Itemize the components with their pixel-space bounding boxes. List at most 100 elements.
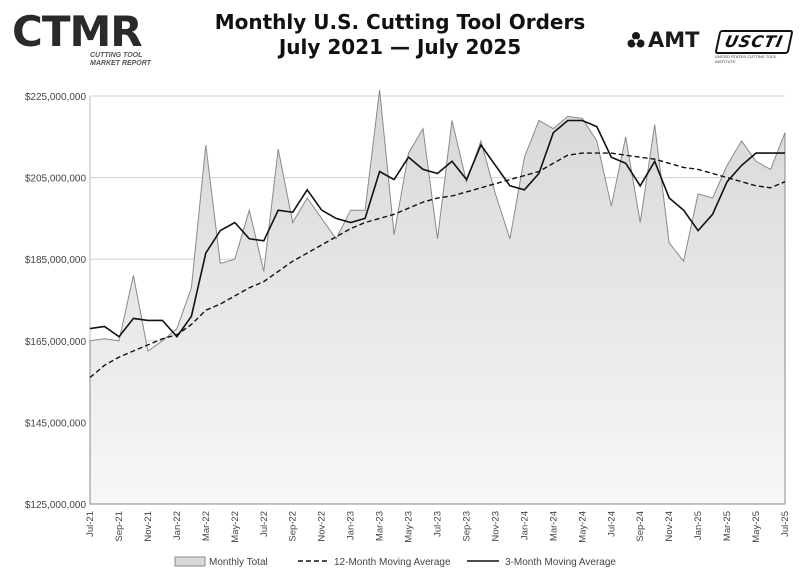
data-point-series-1 [263, 280, 265, 282]
data-point-series-1 [422, 201, 424, 203]
x-tick-label: Mar-25 [722, 511, 733, 541]
data-point-series-2 [654, 160, 656, 162]
data-point-series-0 [321, 217, 323, 219]
ctmr-logo: CTMR CUTTING TOOL MARKET REPORT [12, 7, 162, 76]
series-area-monthly-total [89, 89, 786, 505]
x-tick-label: Mar-22 [201, 511, 212, 541]
x-tick-label: Nov-23 [490, 511, 501, 542]
data-point-series-2 [321, 209, 323, 211]
data-point-series-1 [321, 244, 323, 246]
x-tick-label: Nov-24 [664, 511, 675, 542]
data-point-series-1 [190, 323, 192, 325]
data-point-series-2 [132, 317, 134, 319]
data-point-series-2 [364, 217, 366, 219]
data-point-series-0 [147, 350, 149, 352]
data-point-series-1 [697, 168, 699, 170]
legend-swatch-monthly-total [174, 556, 206, 567]
data-point-series-1 [523, 174, 525, 176]
data-point-series-2 [234, 221, 236, 223]
data-point-series-2 [407, 156, 409, 158]
x-tick-label: Jul-22 [259, 511, 270, 537]
data-point-series-0 [740, 140, 742, 142]
data-point-series-0 [465, 181, 467, 183]
x-tick-label: May-24 [577, 511, 588, 543]
data-point-series-1 [378, 217, 380, 219]
data-point-series-1 [335, 236, 337, 238]
data-point-series-2 [118, 336, 120, 338]
data-point-series-2 [465, 178, 467, 180]
data-point-series-2 [755, 152, 757, 154]
legend-label-3-month-moving-average: 3-Month Moving Average [505, 557, 616, 568]
data-point-series-0 [234, 258, 236, 260]
amt-uscti-logos: AMT USCTI UNITED STATES CUTTING TOOL INS… [627, 28, 794, 64]
data-point-series-0 [349, 209, 351, 211]
data-point-series-0 [639, 221, 641, 223]
data-point-series-0 [538, 119, 540, 121]
data-point-series-1 [393, 213, 395, 215]
data-point-series-2 [784, 152, 786, 154]
data-point-series-0 [306, 197, 308, 199]
data-point-series-2 [509, 185, 511, 187]
amt-logo: AMT [627, 28, 699, 52]
data-point-series-0 [509, 238, 511, 240]
ctmr-logo-text: CTMR [12, 7, 143, 56]
data-point-series-1 [784, 181, 786, 183]
data-point-series-2 [494, 164, 496, 166]
data-point-series-0 [755, 160, 757, 162]
data-point-series-2 [292, 211, 294, 213]
data-point-series-2 [277, 209, 279, 211]
data-point-series-0 [682, 260, 684, 262]
data-point-series-2 [103, 325, 105, 327]
x-tick-label: Jan-24 [519, 511, 530, 540]
data-point-series-1 [436, 197, 438, 199]
x-tick-label: Nov-22 [317, 511, 328, 542]
data-point-series-1 [552, 162, 554, 164]
data-point-series-0 [552, 127, 554, 129]
data-point-series-1 [639, 156, 641, 158]
data-point-series-0 [668, 242, 670, 244]
y-axis-ticks: $125,000,000 $145,000,000 $165,000,000 $185… [25, 92, 87, 511]
data-point-series-2 [740, 164, 742, 166]
data-point-series-1 [668, 162, 670, 164]
chart-subtitle: July 2021 — July 2025 [278, 35, 522, 59]
data-point-series-0 [407, 152, 409, 154]
data-point-series-2 [393, 178, 395, 180]
data-point-series-0 [654, 123, 656, 125]
x-tick-label: Nov-21 [143, 511, 154, 542]
data-point-series-1 [740, 181, 742, 183]
uscti-logo-subtitle: UNITED STATES CUTTING TOOL INSTITUTE [715, 54, 777, 64]
series-line-3-month-moving-average [89, 119, 785, 338]
data-point-series-1 [480, 187, 482, 189]
data-point-series-2 [161, 319, 163, 321]
data-point-series-0 [190, 287, 192, 289]
data-point-series-0 [610, 205, 612, 207]
data-point-series-1 [277, 270, 279, 272]
y-tick-label: $185,000,000 [25, 255, 87, 266]
x-tick-label: Jan-25 [693, 511, 704, 540]
data-point-series-1 [219, 303, 221, 305]
x-tick-label: May-25 [751, 511, 762, 543]
data-point-series-0 [205, 144, 207, 146]
data-point-series-1 [596, 152, 598, 154]
data-point-series-0 [523, 156, 525, 158]
y-tick-label: $205,000,000 [25, 174, 87, 185]
legend-label-12-month-moving-average: 12-Month Moving Average [334, 557, 451, 568]
data-point-series-0 [364, 209, 366, 211]
data-point-series-0 [89, 340, 91, 342]
ctmr-logo-subtitle: CUTTING TOOL MARKET REPORT [90, 52, 151, 67]
data-point-series-1 [364, 221, 366, 223]
data-point-series-1 [769, 187, 771, 189]
data-point-series-0 [451, 119, 453, 121]
data-point-series-2 [480, 144, 482, 146]
data-point-series-1 [465, 191, 467, 193]
data-point-series-2 [147, 319, 149, 321]
data-point-series-0 [378, 89, 380, 91]
data-point-series-1 [567, 154, 569, 156]
data-point-series-0 [480, 140, 482, 142]
data-point-series-2 [668, 197, 670, 199]
data-point-series-1 [581, 152, 583, 154]
data-point-series-0 [219, 262, 221, 264]
data-point-series-1 [407, 207, 409, 209]
x-axis-ticks: Jul-21 Sep-21 Nov-21 Jan-22 Mar-22 May-22 Jul-… [85, 511, 791, 543]
